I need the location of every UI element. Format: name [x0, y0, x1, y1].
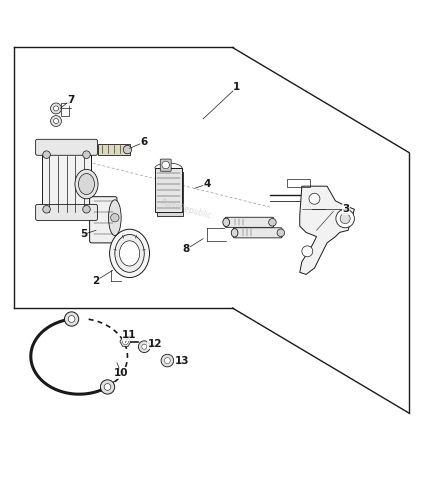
- Circle shape: [162, 161, 170, 169]
- Circle shape: [68, 316, 75, 322]
- Circle shape: [53, 119, 58, 123]
- Circle shape: [161, 354, 174, 367]
- FancyBboxPatch shape: [157, 172, 183, 216]
- Circle shape: [51, 116, 61, 126]
- Circle shape: [165, 358, 170, 364]
- Text: 5: 5: [80, 229, 87, 240]
- FancyBboxPatch shape: [42, 143, 91, 217]
- FancyBboxPatch shape: [225, 217, 274, 227]
- Text: 10: 10: [114, 368, 129, 378]
- Circle shape: [104, 384, 111, 391]
- Text: PartsRepublic: PartsRepublic: [160, 198, 213, 220]
- FancyBboxPatch shape: [155, 168, 182, 213]
- Ellipse shape: [75, 170, 98, 199]
- Ellipse shape: [79, 173, 94, 195]
- Ellipse shape: [119, 241, 140, 266]
- Text: 4: 4: [203, 179, 211, 189]
- Ellipse shape: [223, 218, 230, 226]
- Polygon shape: [98, 144, 129, 155]
- Polygon shape: [300, 186, 354, 274]
- FancyBboxPatch shape: [90, 196, 117, 243]
- Circle shape: [51, 103, 61, 114]
- Text: 1: 1: [233, 82, 240, 93]
- Circle shape: [336, 209, 354, 228]
- Circle shape: [83, 205, 90, 213]
- FancyBboxPatch shape: [36, 204, 97, 220]
- Ellipse shape: [277, 229, 285, 237]
- Ellipse shape: [231, 229, 238, 237]
- Text: 13: 13: [175, 356, 190, 366]
- Ellipse shape: [115, 235, 144, 272]
- Text: 2: 2: [92, 276, 99, 286]
- Ellipse shape: [269, 219, 276, 226]
- Circle shape: [123, 146, 132, 154]
- Circle shape: [43, 205, 50, 213]
- Text: 7: 7: [67, 95, 74, 105]
- FancyBboxPatch shape: [233, 228, 282, 238]
- Circle shape: [122, 339, 128, 344]
- Ellipse shape: [109, 200, 121, 236]
- Text: 6: 6: [140, 137, 148, 147]
- Ellipse shape: [110, 229, 149, 277]
- Circle shape: [100, 380, 115, 394]
- Polygon shape: [120, 337, 131, 346]
- Circle shape: [142, 344, 147, 349]
- Circle shape: [340, 214, 350, 223]
- FancyBboxPatch shape: [36, 139, 97, 155]
- FancyBboxPatch shape: [160, 159, 171, 171]
- Circle shape: [302, 246, 313, 257]
- Circle shape: [83, 151, 90, 158]
- Circle shape: [53, 106, 58, 111]
- Text: 3: 3: [342, 204, 349, 214]
- Text: 8: 8: [183, 244, 190, 254]
- Circle shape: [64, 312, 79, 326]
- Circle shape: [138, 341, 150, 353]
- Circle shape: [111, 214, 119, 222]
- Text: 11: 11: [122, 330, 137, 341]
- Circle shape: [43, 151, 50, 158]
- Circle shape: [309, 194, 320, 204]
- Text: 12: 12: [148, 339, 162, 349]
